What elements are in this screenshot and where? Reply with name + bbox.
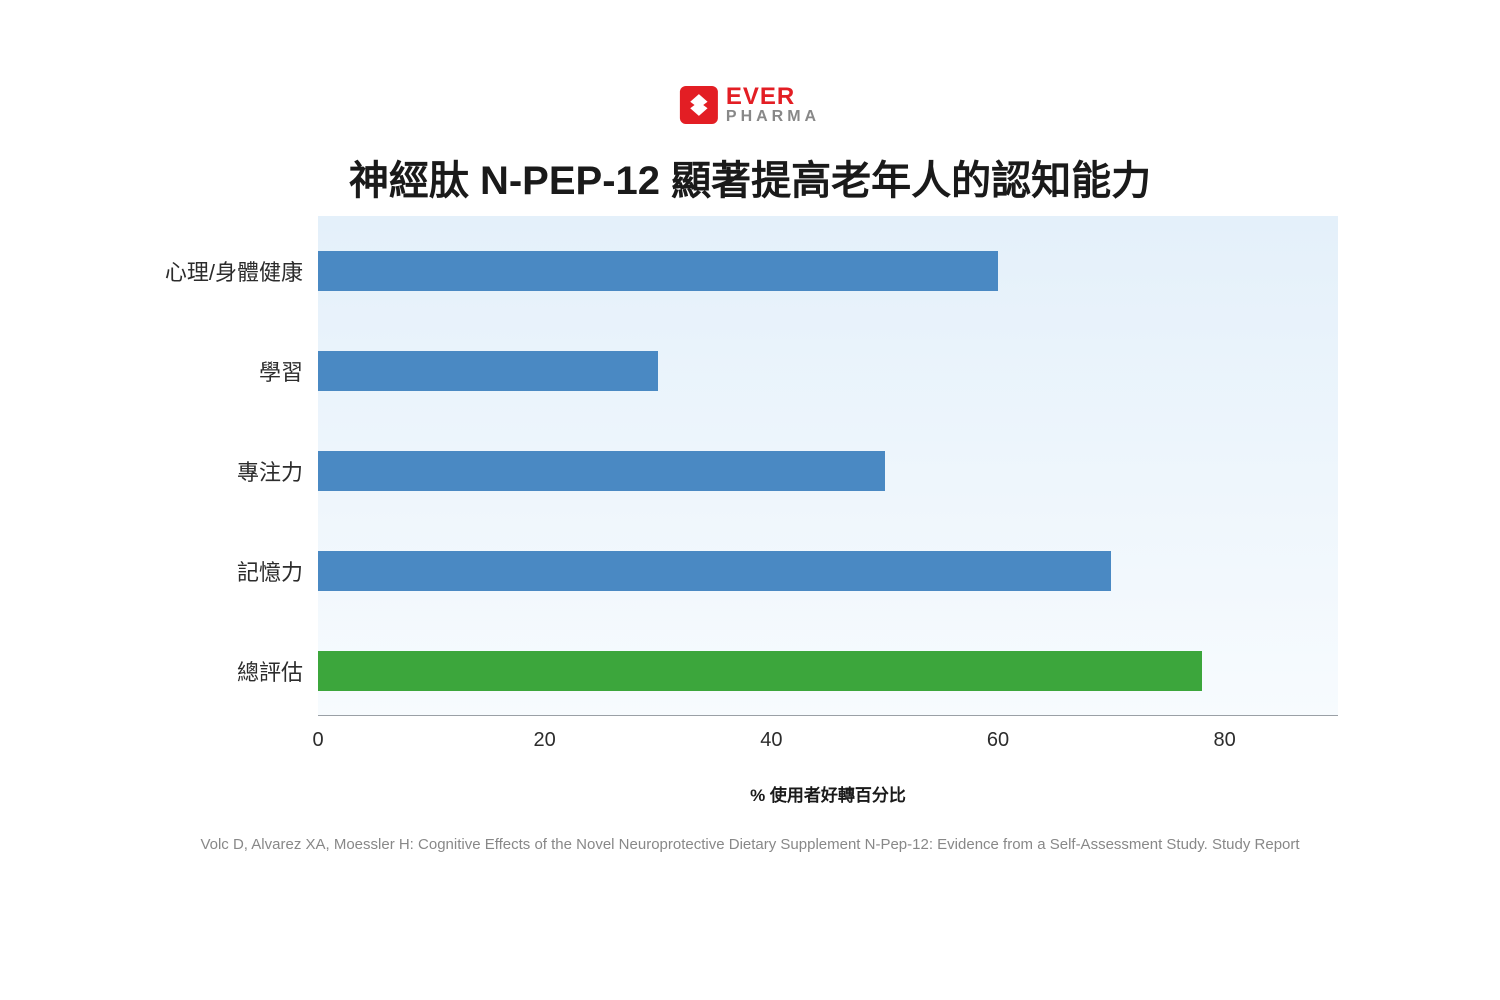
y-category-label: 專注力 — [138, 455, 303, 487]
y-category-label: 心理/身體健康 — [138, 255, 303, 287]
x-axis-label: % 使用者好轉百分比 — [318, 781, 1338, 806]
x-tick-label: 0 — [312, 729, 323, 752]
citation-text: Volc D, Alvarez XA, Moessler H: Cognitiv… — [200, 836, 1299, 853]
x-tick-label: 40 — [760, 729, 782, 752]
chart: 心理/身體健康 學習 專注力 記憶力 總評估 0 20 40 60 80 % 使… — [138, 216, 1338, 776]
y-category-label: 總評估 — [138, 655, 303, 687]
bar — [318, 251, 998, 291]
y-category-label: 記憶力 — [138, 555, 303, 587]
x-tick-label: 80 — [1214, 729, 1236, 752]
bar — [318, 651, 1202, 691]
bar — [318, 551, 1111, 591]
x-tick-label: 60 — [987, 729, 1009, 752]
chart-title: 神經肽 N-PEP-12 顯著提高老年人的認知能力 — [349, 148, 1151, 206]
logo-line2: PHARMA — [726, 109, 820, 125]
bar — [318, 351, 658, 391]
bar — [318, 451, 885, 491]
brand-logo: EVER PHARMA — [680, 85, 820, 125]
x-tick-label: 20 — [534, 729, 556, 752]
logo-text: EVER PHARMA — [726, 85, 820, 125]
logo-mark-icon — [680, 86, 718, 124]
y-category-label: 學習 — [138, 355, 303, 387]
logo-line1: EVER — [726, 85, 820, 109]
